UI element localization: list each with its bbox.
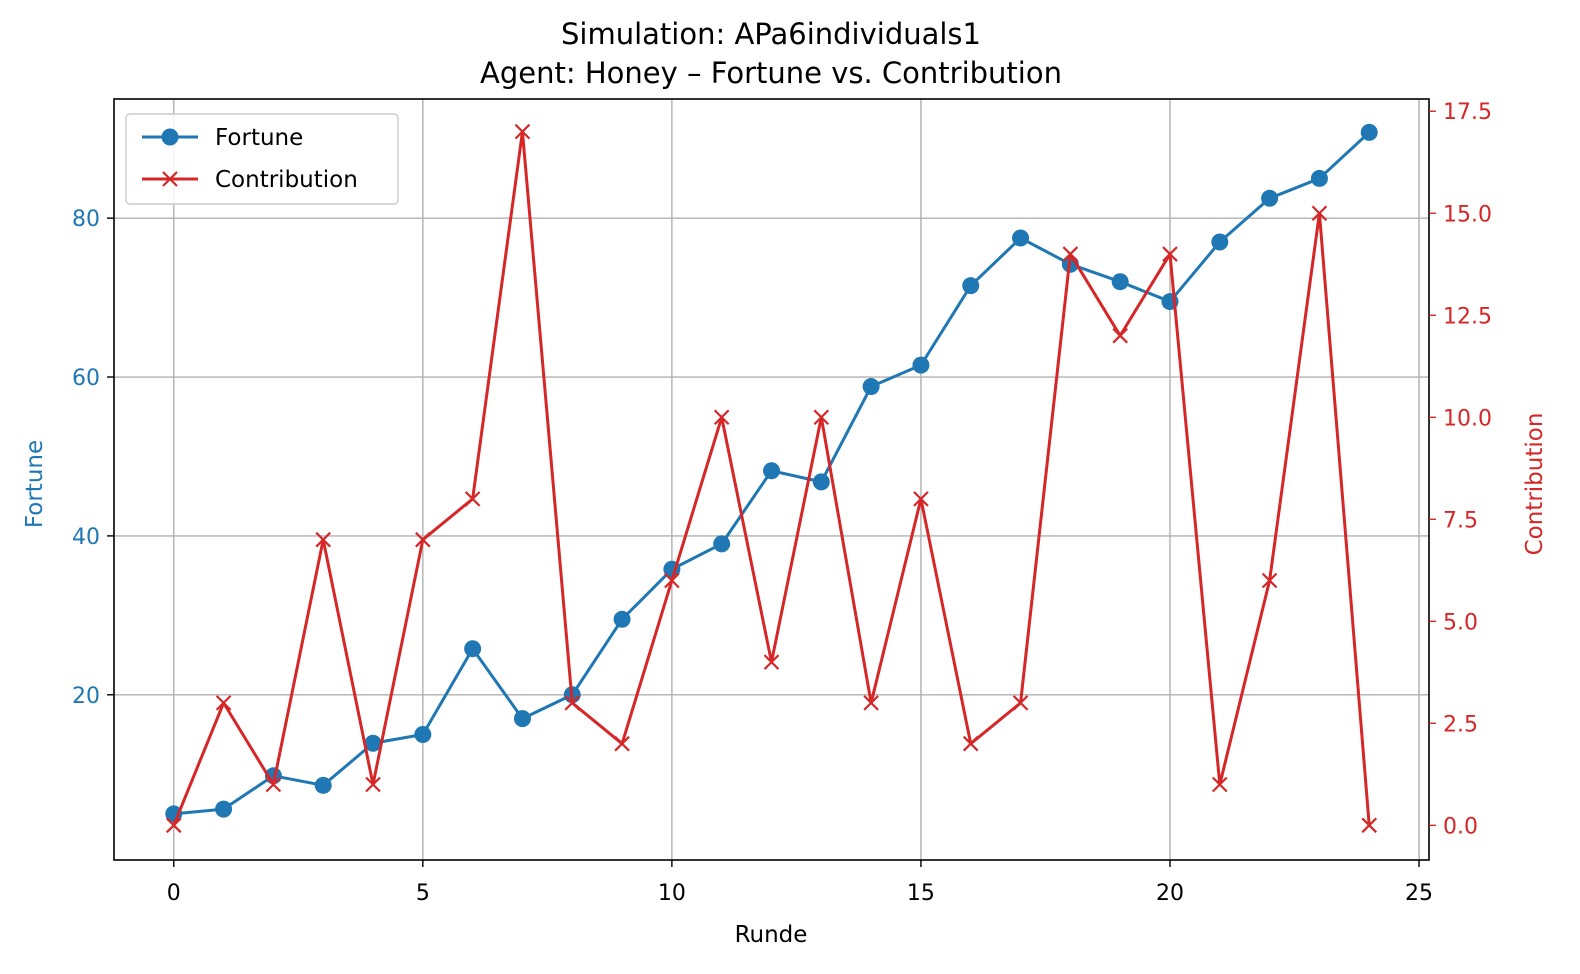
y-left-tick-label: 60 — [72, 366, 100, 391]
data-point-fortune — [1360, 123, 1378, 141]
data-point-fortune — [763, 462, 780, 480]
y-left-tick-label: 80 — [72, 207, 100, 232]
data-point-fortune — [1012, 229, 1030, 247]
y-left-tick-label: 40 — [72, 525, 100, 550]
data-point-contribution — [614, 735, 630, 752]
data-point-contribution — [1261, 572, 1278, 589]
data-point-contribution — [664, 572, 680, 589]
y-right-tick-label: 17.5 — [1443, 100, 1492, 125]
data-point-contribution — [564, 695, 581, 711]
y-left-axis: 20 40 60 80 — [72, 207, 114, 709]
data-point-fortune — [1310, 169, 1328, 187]
y-right-axis-label: Contribution — [1522, 413, 1548, 556]
data-point-contribution — [1311, 205, 1328, 222]
data-point-fortune — [613, 610, 631, 628]
data-point-fortune — [1211, 233, 1229, 251]
data-point-contribution — [265, 776, 282, 793]
x-tick-label: 20 — [1156, 881, 1184, 906]
data-point-contribution — [913, 491, 929, 507]
plot-frame — [113, 98, 1430, 861]
data-point-fortune — [215, 800, 233, 818]
y-right-tick-label: 10.0 — [1443, 406, 1492, 431]
data-point-contribution — [215, 695, 232, 711]
data-point-fortune — [962, 277, 980, 295]
data-point-fortune — [713, 535, 731, 553]
x-tick-label: 0 — [167, 881, 181, 906]
data-point-contribution — [514, 123, 531, 140]
data-point-contribution — [365, 776, 381, 793]
series-contribution — [165, 123, 1378, 834]
y-right-axis: 0.0 2.5 5.0 7.5 10.0 12.5 15.0 17.5 — [1429, 100, 1492, 839]
data-point-fortune — [414, 725, 432, 743]
series-layer — [165, 123, 1378, 834]
data-point-fortune — [1261, 189, 1279, 207]
y-left-axis-label: Fortune — [22, 440, 48, 528]
data-point-contribution — [962, 735, 979, 752]
data-point-contribution — [1062, 246, 1079, 262]
y-right-tick-label: 15.0 — [1443, 202, 1492, 227]
data-point-fortune — [862, 378, 880, 396]
data-point-contribution — [813, 409, 830, 426]
series-fortune — [165, 123, 1378, 823]
x-axis-label: Runde — [735, 922, 808, 948]
chart-title: Simulation: APa6individuals1 — [561, 17, 981, 51]
data-point-contribution — [1361, 817, 1378, 834]
y-right-tick-label: 12.5 — [1443, 304, 1492, 329]
y-left-tick-label: 20 — [72, 684, 100, 709]
x-axis: 0 5 10 15 20 25 — [167, 860, 1433, 906]
data-point-contribution — [464, 491, 481, 507]
data-point-contribution — [1112, 327, 1128, 344]
y-right-tick-label: 7.5 — [1443, 508, 1478, 533]
chart-subtitle: Agent: Honey – Fortune vs. Contribution — [480, 56, 1062, 90]
data-point-contribution — [1212, 776, 1228, 793]
data-point-contribution — [315, 531, 331, 548]
data-point-fortune — [513, 710, 531, 728]
x-tick-label: 25 — [1405, 881, 1433, 906]
data-point-fortune — [364, 734, 382, 752]
data-point-fortune — [314, 776, 332, 794]
legend-contribution-label: Contribution — [215, 167, 358, 193]
x-tick-label: 10 — [658, 881, 686, 906]
data-point-fortune — [1111, 273, 1129, 291]
data-point-fortune — [464, 640, 482, 658]
data-point-fortune — [812, 473, 830, 491]
y-right-tick-label: 5.0 — [1443, 610, 1478, 635]
data-point-contribution — [713, 409, 730, 426]
grid — [114, 99, 1429, 860]
data-point-contribution — [415, 531, 431, 548]
y-right-tick-label: 2.5 — [1443, 712, 1478, 737]
data-point-contribution — [165, 817, 182, 834]
data-point-contribution — [863, 695, 879, 711]
data-point-fortune — [912, 356, 930, 374]
x-tick-label: 15 — [907, 881, 935, 906]
legend-contribution-marker — [162, 171, 178, 187]
legend-fortune-label: Fortune — [215, 125, 303, 151]
y-right-tick-label: 0.0 — [1443, 814, 1478, 839]
legend-fortune-marker — [161, 128, 179, 146]
data-point-contribution — [763, 654, 780, 670]
x-tick-label: 5 — [416, 881, 430, 906]
legend: Fortune Contribution — [125, 113, 399, 205]
data-point-contribution — [1162, 246, 1178, 262]
data-point-contribution — [1012, 695, 1029, 711]
